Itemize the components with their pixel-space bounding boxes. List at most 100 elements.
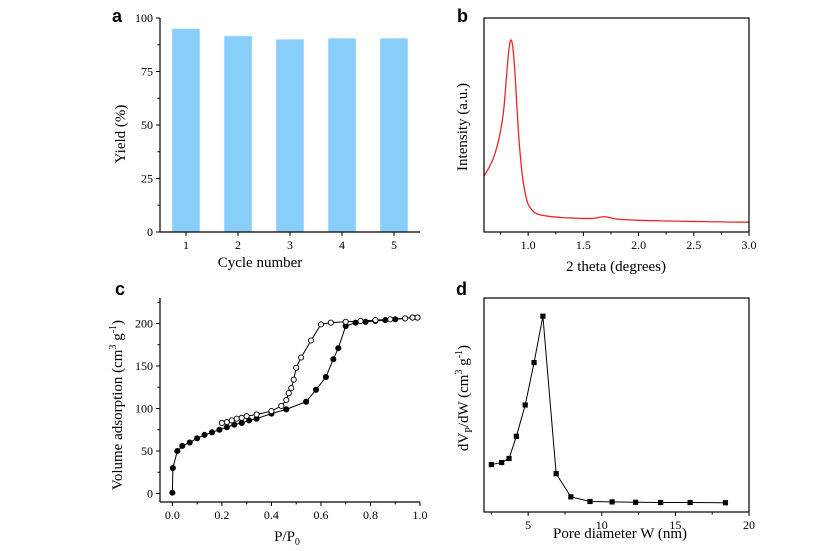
panel-c-desorption-point	[372, 317, 379, 324]
panel-c-adsorption-point	[169, 464, 176, 472]
panel-a-x-tick-label: 1	[183, 238, 189, 252]
panel-c-desorption-point	[238, 414, 245, 421]
panel-a-bars	[172, 28, 408, 233]
panel-a-xlabel: Cycle number	[218, 255, 303, 271]
panel-b-plot	[483, 39, 750, 223]
panel-c-desorption-point	[268, 407, 275, 415]
panel-d-point	[499, 459, 505, 466]
panel-a-bar	[172, 28, 200, 233]
panel-c-adsorption-point	[208, 429, 216, 436]
panel-c-adsorption-point	[179, 442, 186, 449]
panel-c-desorption-point	[288, 385, 295, 392]
panel-c-desorption-point	[278, 402, 285, 410]
panel-d-point	[522, 402, 528, 408]
panel-c-x-tick-label: 0.4	[264, 508, 279, 522]
panel-c-adsorption-point	[194, 435, 201, 442]
panel-d-ylabel-sup2: -1	[454, 350, 465, 358]
panel-c-adsorption-point	[322, 373, 329, 381]
panel-c-desorption-point	[387, 316, 394, 323]
panel-c-x-tick-label: 0.0	[165, 508, 180, 522]
panel-c-y-tick-label: 100	[135, 402, 153, 416]
panel-c-desorption-point	[290, 376, 297, 383]
panel-c-x-tick-label: 0.2	[214, 508, 229, 522]
panel-c-desorption-point	[233, 415, 240, 422]
panel-b-series-line	[483, 39, 750, 223]
panel-d-ylabel-main: dV	[456, 433, 472, 452]
panel-c-desorption-point	[402, 315, 409, 322]
panel-c-y-tick-label: 150	[135, 359, 153, 373]
panel-d-point	[531, 360, 537, 366]
panel-d-point	[609, 499, 615, 505]
panel-b-x-tick-label: 3.0	[742, 238, 757, 252]
panel-c-desorption-point	[218, 419, 225, 427]
panel-d-point	[488, 461, 494, 468]
panel-c-xlabel-main: P/P	[274, 529, 295, 545]
panel-c-desorption-point	[298, 354, 305, 361]
panel-c-series-line	[171, 317, 418, 493]
panel-d-point	[722, 500, 729, 506]
panel-c-adsorption-point	[312, 386, 320, 393]
panel-c-desorption-point	[327, 319, 334, 326]
panel-c-series-line	[221, 317, 418, 424]
panel-b-x-tick-label: 2.0	[631, 238, 646, 252]
panel-a-y-tick-label: 75	[141, 65, 153, 79]
panel-c-desorption-point	[243, 413, 250, 420]
panel-c-ylabel-sup1: 3	[108, 345, 119, 350]
panel-a-x-tick-label: 4	[339, 238, 345, 252]
panel-c-x-tick-label: 1.0	[413, 508, 428, 522]
panel-d-point	[506, 455, 512, 462]
panel-c-adsorption-point	[283, 406, 290, 413]
panel-c-desorption-point	[223, 419, 230, 426]
panel-a-y-tick-label: 0	[147, 225, 153, 239]
panel-a-y-tick-label: 25	[141, 172, 153, 186]
panel-c-plot	[169, 314, 421, 496]
panel-c-desorption-point	[307, 337, 315, 344]
panel-c-axes: 0.0 0.2 0.4 0.6 0.8 1.0 0 50 100 150 200	[135, 298, 428, 522]
panel-b-ylabel: Intensity (a.u.)	[455, 83, 471, 171]
panel-c-adsorption-point	[303, 398, 310, 405]
panel-c-ylabel-mid: g	[110, 333, 126, 345]
panel-d-point	[540, 313, 546, 319]
panel-c-y-tick-label: 200	[135, 317, 153, 331]
panel-c-ylabel: Volume adsorption (cm3 g-1)	[108, 320, 126, 490]
panel-b-x-tick-label: 1.5	[576, 238, 591, 252]
panel-c-adsorption-point	[201, 431, 208, 438]
panel-b-xlabel: 2 theta (degrees)	[566, 259, 666, 275]
panel-d-pore-chart: d 5 10 15 20 Pore diameter W (nm) dVP/dW (c…	[454, 279, 755, 542]
panel-c-adsorption-point	[330, 356, 337, 363]
panel-c-adsorption-point	[169, 489, 176, 496]
panel-c-x-tick-label: 0.8	[363, 508, 378, 522]
panel-c-adsorption-point	[223, 424, 230, 431]
panel-d-point	[658, 499, 664, 506]
panel-c-desorption-point	[228, 417, 235, 424]
panel-c-adsorption-point	[216, 426, 223, 433]
panel-a-x-tick-label: 2	[235, 238, 241, 252]
panel-c-xlabel-sub: 0	[295, 537, 300, 548]
panel-d-plot	[488, 313, 729, 506]
panel-a-x-tick-label: 3	[287, 238, 293, 252]
panel-a-bar	[276, 39, 304, 233]
panel-a-y-tick-label: 100	[135, 11, 153, 25]
panel-c-ylabel-sup2: -1	[108, 325, 119, 333]
panel-b-x-tick-label: 1.0	[521, 238, 536, 252]
panel-d-series-line	[491, 316, 726, 504]
panel-a-x-tick-label: 5	[391, 238, 397, 252]
panel-c-adsorption-point	[362, 318, 369, 325]
panel-d-ylabel: dVP/dW (cm3 g-1)	[454, 345, 475, 451]
panel-d-xlabel: Pore diameter W (nm)	[553, 526, 687, 542]
panel-a-bar	[328, 38, 356, 232]
panel-c-xlabel: P/P0	[274, 529, 300, 548]
panel-b-line-chart: b 1.0 1.5 2.0 2.5 3.0 2 theta (degrees) Inte…	[455, 6, 757, 275]
panel-c-desorption-point	[283, 396, 290, 404]
panel-b-letter: b	[457, 6, 468, 26]
panel-c-ylabel-end: )	[110, 320, 126, 325]
panel-c-desorption-point	[253, 411, 260, 418]
panel-b-frame	[483, 17, 750, 233]
panel-d-point	[513, 433, 519, 439]
panel-d-ylabel-mid2: g	[456, 358, 472, 370]
panel-d-ylabel-sup1: 3	[454, 370, 465, 375]
panel-d-letter: d	[456, 279, 467, 299]
panel-d-axes: 5 10 15 20	[483, 297, 755, 532]
